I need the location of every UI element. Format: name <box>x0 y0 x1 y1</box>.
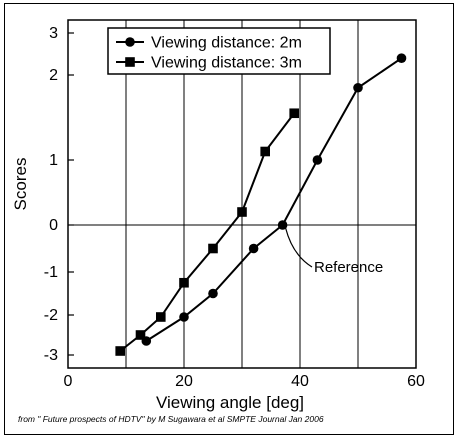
data-point <box>156 312 166 322</box>
data-point <box>115 346 125 356</box>
annotation-leader <box>285 227 313 268</box>
y-tick-label: 1 <box>49 152 58 169</box>
y-axis-title: Scores <box>11 158 30 211</box>
legend: Viewing distance: 2m Viewing distance: 3m <box>107 27 331 75</box>
data-point <box>312 155 323 165</box>
data-point <box>237 207 247 217</box>
series-layer <box>115 53 407 356</box>
x-axis-title: Viewing angle [deg] <box>156 393 304 412</box>
data-point <box>277 220 288 230</box>
legend-label: Viewing distance: 2m <box>151 35 302 52</box>
grid-layer <box>68 20 416 368</box>
figure-frame <box>4 3 454 435</box>
y-tick-label: -3 <box>44 347 58 364</box>
data-point <box>208 288 218 299</box>
data-point <box>179 277 189 288</box>
data-point <box>289 108 299 119</box>
series-3m <box>115 108 299 356</box>
data-point <box>396 53 407 63</box>
data-point <box>208 243 218 254</box>
x-tick-label: 40 <box>291 373 309 390</box>
y-tick-label: 0 <box>49 217 58 234</box>
y-tick-label: -2 <box>44 307 58 324</box>
y-tick-label: 3 <box>49 25 58 42</box>
axes-layer: 0 20 40 60 -3 -2 -1 0 1 2 3 Viewing angle [deg] Scor… <box>11 19 425 412</box>
x-tick-label: 0 <box>64 373 73 390</box>
series-2m <box>141 53 407 346</box>
annotation-label: Reference <box>314 259 383 276</box>
annotation-layer: Reference <box>285 227 383 276</box>
series-line <box>145 57 403 342</box>
legend-marker <box>125 57 135 67</box>
y-tick-label: 2 <box>49 67 58 84</box>
data-point <box>260 146 270 157</box>
data-point <box>179 312 189 322</box>
data-point <box>353 82 363 93</box>
plot-border <box>67 19 417 369</box>
x-tick-label: 20 <box>175 373 193 390</box>
x-tick-label: 60 <box>407 373 425 390</box>
data-point <box>135 330 146 340</box>
source-note: from " Future prospects of HDTV" by M Su… <box>18 414 324 424</box>
y-tick-label: -1 <box>44 264 58 281</box>
legend-marker <box>125 37 135 47</box>
legend-label: Viewing distance: 3m <box>151 55 302 72</box>
data-point <box>248 243 259 254</box>
legend-box <box>107 27 331 75</box>
